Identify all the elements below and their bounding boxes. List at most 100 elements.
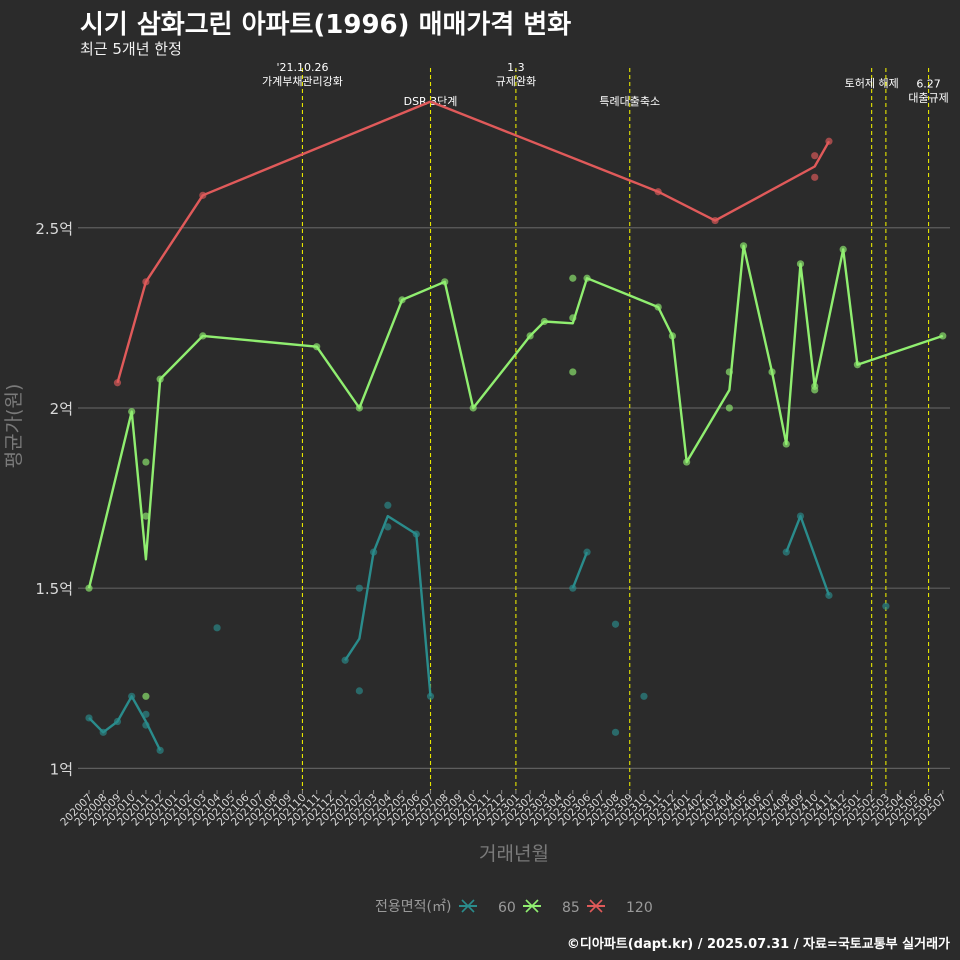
x-axis-title: 거래년월 [479, 843, 549, 865]
legend-key-60 [461, 899, 475, 913]
event-label-line: 토허제 해제 [845, 76, 899, 90]
data-point-85 [683, 458, 691, 466]
y-tick-label: 1억 [50, 760, 73, 778]
data-point-60 [569, 584, 577, 592]
event-label: 토허제 해제 [845, 76, 899, 90]
data-point-60 [882, 602, 890, 610]
series-line-60 [571, 551, 589, 589]
data-point-85 [156, 375, 164, 383]
event-label-line: 특례대출축소 [599, 95, 660, 108]
data-point-60 [341, 656, 349, 664]
data-point-85 [569, 314, 577, 322]
data-point-85 [128, 407, 136, 416]
data-point-85 [540, 317, 548, 326]
data-point-60 [412, 530, 420, 538]
data-point-85 [142, 512, 150, 520]
data-point-85 [142, 692, 150, 700]
data-point-60 [355, 584, 363, 592]
legend-key-120 [589, 899, 603, 913]
data-point-85 [355, 404, 363, 412]
data-point-85 [811, 382, 819, 390]
legend-label-60: 60 [498, 900, 516, 916]
data-point-85 [441, 278, 449, 286]
data-point-60 [213, 624, 221, 632]
data-point-85 [569, 368, 577, 376]
data-point-85 [583, 274, 591, 282]
data-point-85 [739, 242, 748, 250]
data-point-60 [85, 714, 93, 722]
data-point-85 [85, 584, 93, 592]
y-tick-label: 1.5억 [35, 580, 73, 598]
event-label-line: 가계부채관리강화 [262, 75, 343, 88]
legend-key-85 [525, 899, 539, 913]
legend: 전용면적(㎡) 60 85 120 [375, 899, 653, 916]
series-line-60 [344, 514, 432, 697]
event-label: '21.10.26 가계부채관리강화 [262, 61, 343, 88]
data-point-60 [142, 710, 150, 718]
data-point-85 [313, 343, 321, 351]
event-label-line: 6.27 [916, 77, 941, 90]
data-point-85 [569, 274, 577, 282]
data-point-60 [384, 501, 392, 509]
data-point-85 [469, 404, 477, 412]
event-label-line: '21.10.26 [276, 61, 328, 74]
data-point-60 [113, 717, 122, 726]
event-label-line: 1.3 [507, 61, 525, 74]
gridlines [78, 227, 950, 769]
data-point-85 [668, 332, 677, 340]
legend-label-120: 120 [626, 900, 653, 916]
data-point-85 [939, 332, 947, 340]
y-tick-label: 2억 [50, 400, 73, 418]
data-point-85 [782, 440, 790, 448]
data-point-120 [811, 152, 819, 160]
data-point-120 [654, 188, 662, 196]
data-point-85 [654, 303, 662, 311]
y-axis-title: 평균가(원) [3, 384, 25, 469]
data-point-60 [611, 620, 620, 628]
data-point-60 [825, 591, 833, 599]
data-point-60 [426, 692, 435, 700]
data-point-120 [113, 379, 122, 387]
data-point-60 [796, 512, 805, 520]
event-label-line: 대출규제 [908, 91, 948, 104]
data-point-85 [725, 404, 733, 412]
event-label: 1.3 규제완화 [496, 61, 536, 88]
data-point-60 [99, 728, 107, 736]
data-point-85 [142, 458, 150, 466]
data-point-60 [384, 523, 392, 531]
event-label-line: 규제완화 [496, 75, 536, 88]
data-point-60 [355, 687, 363, 695]
source-credit: ©디아파트(dapt.kr) / 2025.07.31 / 자료=국토교통부 실… [566, 937, 950, 952]
data-point-120 [711, 216, 719, 225]
data-point-85 [839, 245, 847, 254]
series-line-85 [87, 244, 944, 589]
data-point-120 [811, 173, 819, 181]
data-point-85 [853, 361, 862, 369]
y-tick-label: 2.5억 [35, 220, 73, 238]
data-point-60 [370, 548, 378, 556]
data-point-85 [796, 260, 805, 268]
data-point-85 [725, 368, 733, 376]
data-point-60 [782, 548, 790, 556]
data-point-60 [128, 692, 136, 700]
data-point-85 [768, 368, 776, 376]
data-point-60 [640, 692, 648, 700]
data-point-60 [583, 548, 591, 556]
legend-label-85: 85 [562, 900, 580, 916]
data-point-60 [142, 721, 150, 729]
data-points [85, 137, 947, 754]
data-point-85 [199, 332, 207, 340]
event-label: 특례대출축소 [599, 95, 660, 108]
series-line-120 [116, 100, 831, 384]
data-point-60 [611, 728, 620, 736]
series-line-60 [785, 514, 831, 596]
chart-subtitle: 최근 5개년 한정 [80, 40, 182, 58]
data-point-120 [199, 191, 207, 199]
data-point-85 [398, 296, 406, 304]
series-line-60 [88, 695, 162, 751]
series-lines [87, 100, 944, 751]
event-label: 6.27 대출규제 [908, 77, 948, 104]
data-point-60 [156, 746, 164, 754]
